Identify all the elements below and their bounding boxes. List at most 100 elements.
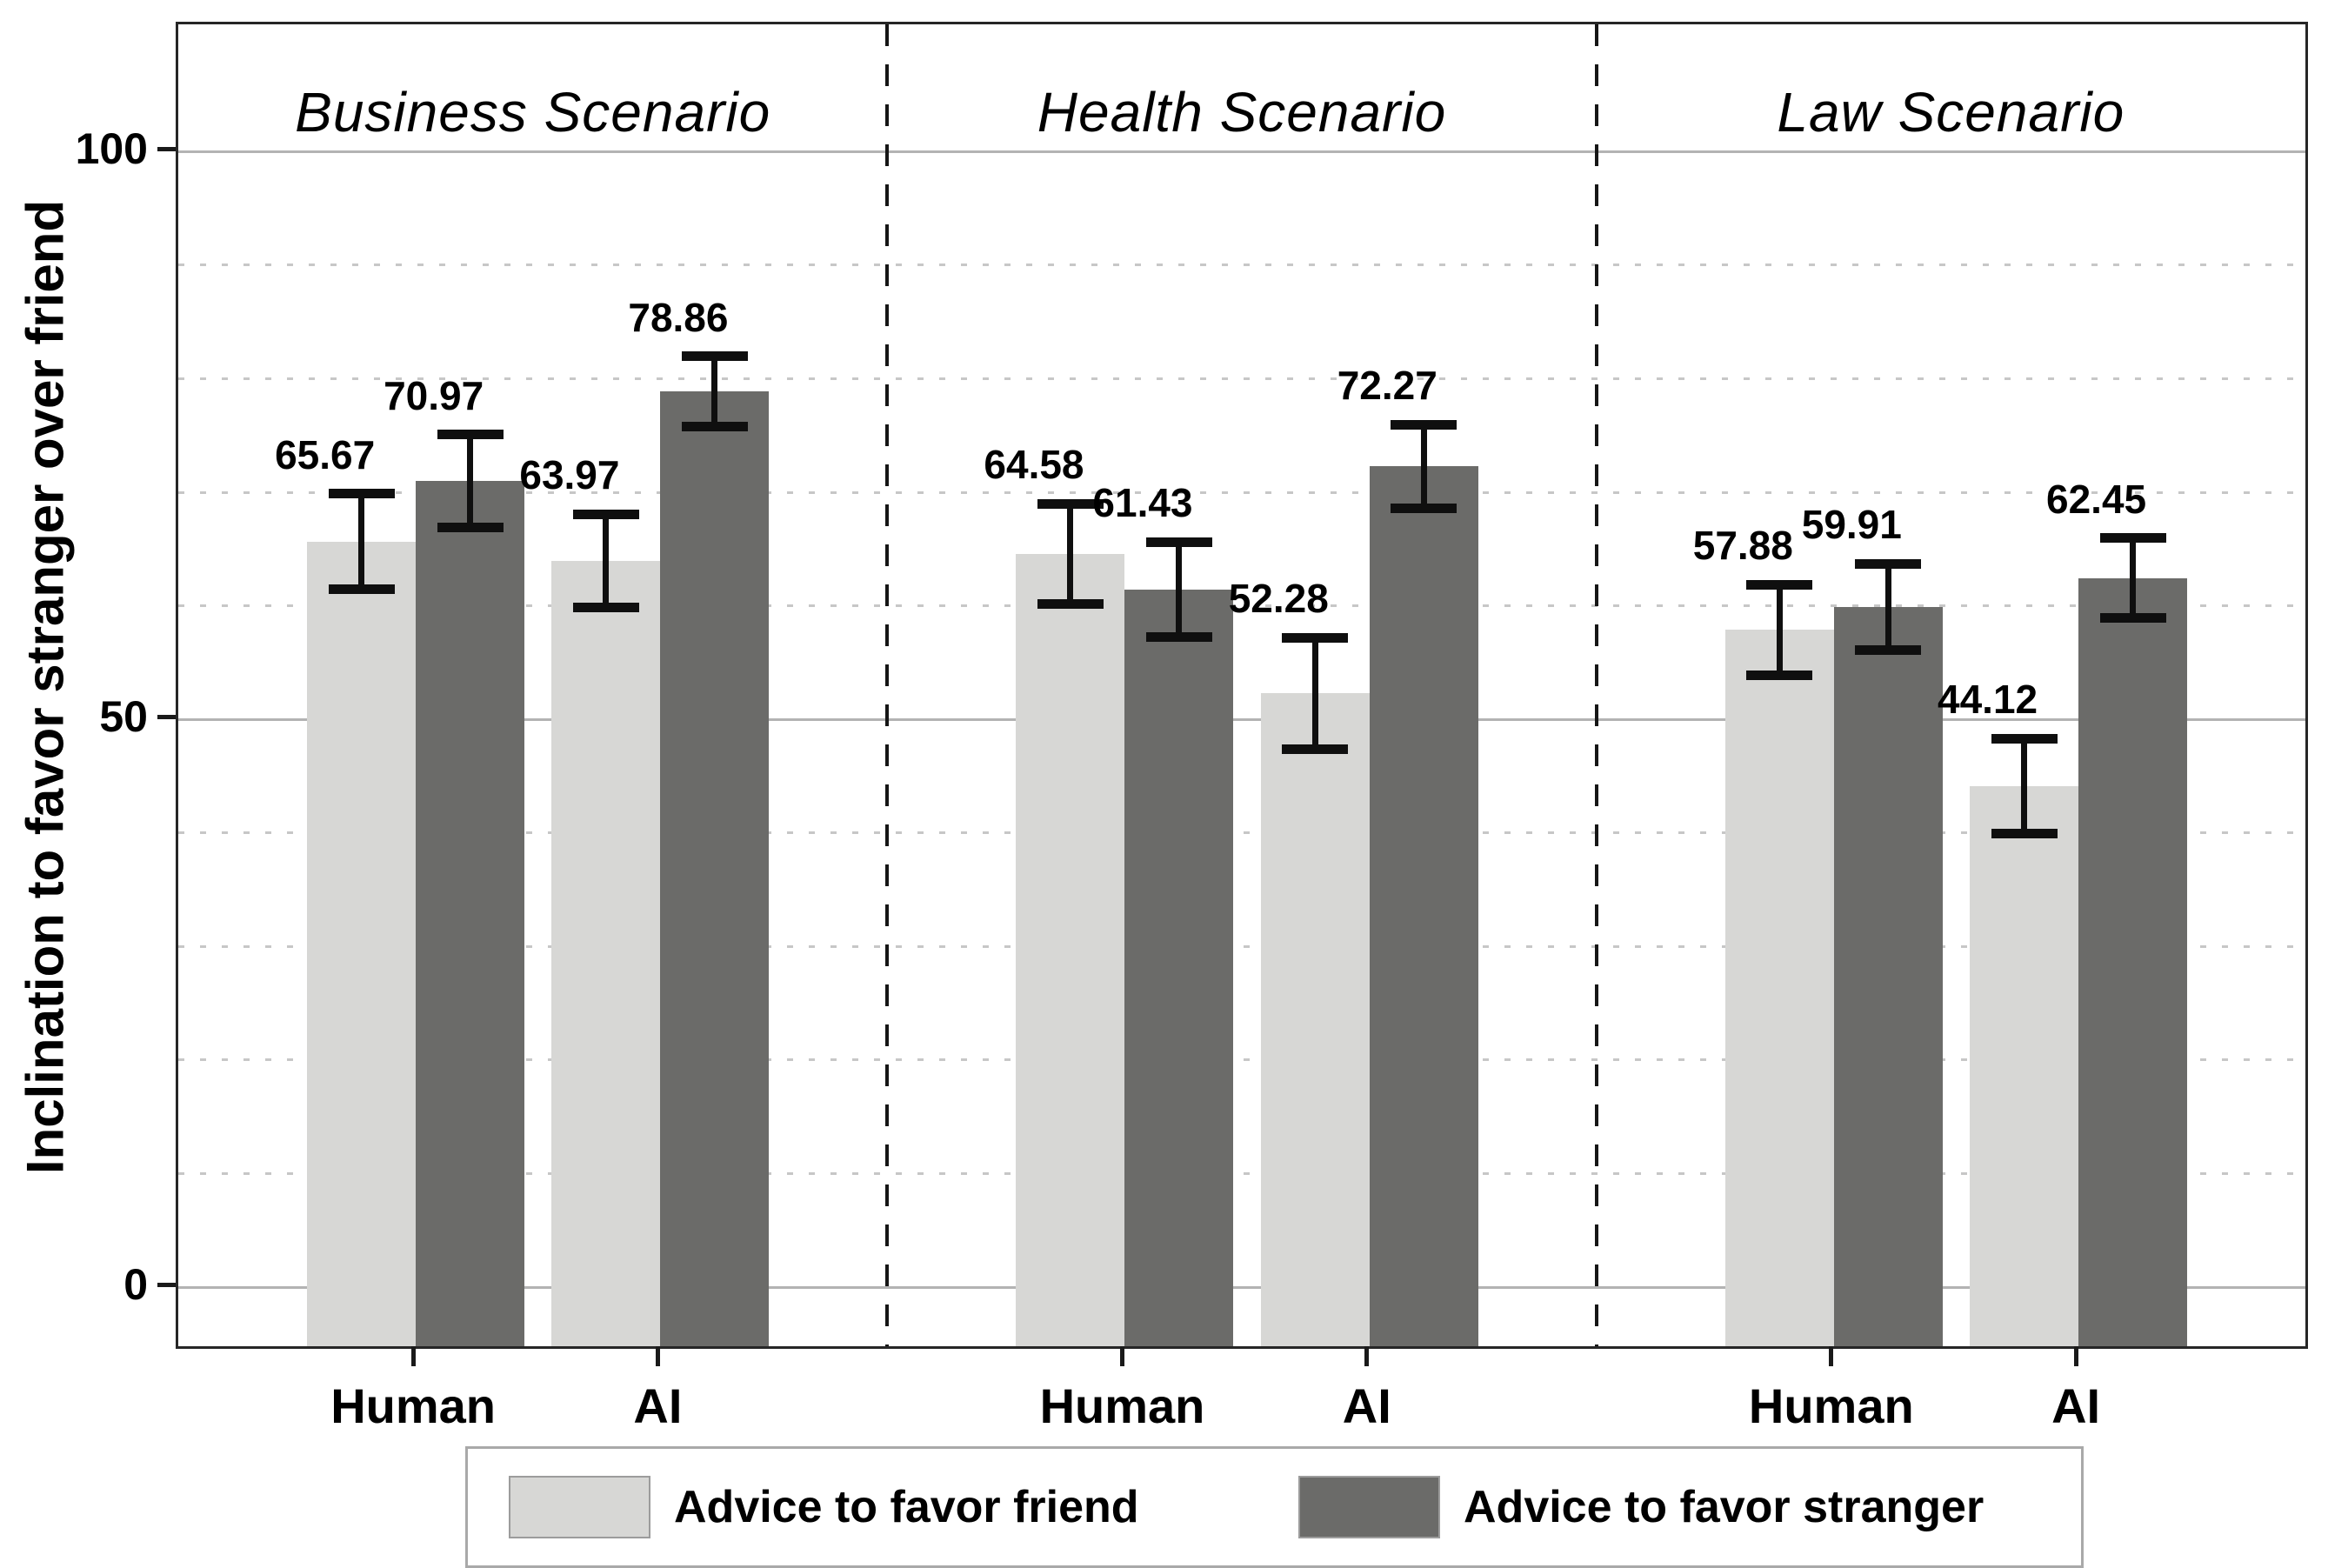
bar-value-label: 62.45 bbox=[2046, 476, 2147, 522]
bar-value-label: 65.67 bbox=[275, 431, 376, 477]
bar bbox=[660, 391, 770, 1346]
error-bar-line bbox=[1884, 564, 1891, 651]
bar bbox=[1124, 589, 1234, 1346]
bar bbox=[416, 481, 525, 1346]
error-bar-cap-top bbox=[1391, 419, 1457, 430]
legend-swatch bbox=[509, 1476, 650, 1538]
bar bbox=[307, 541, 417, 1346]
bar bbox=[1833, 606, 1943, 1346]
error-bar-line bbox=[1311, 637, 1318, 750]
bar-value-label: 59.91 bbox=[1801, 502, 1902, 548]
bar-value-label: 64.58 bbox=[984, 442, 1084, 488]
bar bbox=[1369, 466, 1478, 1346]
plot-area: Business Scenario 65.67 70.97 63.97 78.86 Hea… bbox=[176, 22, 2308, 1349]
gridline-dotted bbox=[178, 1058, 2305, 1062]
error-bar-cap-top bbox=[572, 509, 639, 519]
y-tick bbox=[157, 714, 176, 719]
x-tick bbox=[1119, 1346, 1124, 1366]
error-bar-cap-top bbox=[1746, 579, 1813, 590]
error-bar-cap-bottom bbox=[1391, 504, 1457, 514]
panel-title: Health Scenario bbox=[1037, 81, 1447, 143]
y-tick-label: 0 bbox=[123, 1260, 148, 1310]
gridline-dotted bbox=[178, 264, 2305, 267]
error-bar-line bbox=[603, 514, 610, 608]
y-axis-title: Inclination to favor stranger over frien… bbox=[16, 199, 75, 1175]
x-tick-label: Human bbox=[1748, 1378, 1914, 1433]
error-bar-cap-bottom bbox=[328, 584, 395, 594]
gridline-solid bbox=[178, 1285, 2305, 1289]
error-bar-cap-top bbox=[1991, 733, 2058, 744]
y-tick-label: 50 bbox=[99, 692, 148, 742]
panel-title: Business Scenario bbox=[295, 81, 771, 143]
error-bar-cap-bottom bbox=[1282, 744, 1349, 754]
gridline-dotted bbox=[178, 944, 2305, 948]
error-bar-line bbox=[1776, 584, 1783, 676]
y-tick-label: 100 bbox=[75, 124, 148, 174]
error-bar-line bbox=[1176, 542, 1183, 637]
bar bbox=[1260, 693, 1370, 1346]
error-bar-cap-top bbox=[328, 489, 395, 499]
bar bbox=[2078, 577, 2188, 1346]
error-bar-cap-top bbox=[2099, 533, 2166, 544]
gridline-solid bbox=[178, 717, 2305, 721]
error-bar-cap-bottom bbox=[2099, 612, 2166, 623]
error-bar-line bbox=[358, 493, 365, 590]
gridline-dotted bbox=[178, 604, 2305, 608]
error-bar-cap-top bbox=[1282, 632, 1349, 643]
gridline-dotted bbox=[178, 1172, 2305, 1175]
error-bar-line bbox=[1067, 504, 1074, 604]
bar bbox=[1970, 785, 2079, 1346]
legend-swatch bbox=[1298, 1476, 1440, 1538]
panel-separator bbox=[1594, 24, 1598, 1346]
legend-entry: Advice to favor stranger bbox=[1298, 1449, 2064, 1565]
error-bar-line bbox=[2021, 738, 2028, 834]
bar-value-label: 70.97 bbox=[384, 372, 484, 418]
x-tick-label: AI bbox=[2051, 1378, 2101, 1433]
gridline-dotted bbox=[178, 490, 2305, 494]
error-bar-cap-bottom bbox=[437, 523, 504, 533]
legend: Advice to favor friend Advice to favor st… bbox=[465, 1446, 2084, 1568]
bar bbox=[1724, 630, 1834, 1346]
error-bar-cap-bottom bbox=[1037, 598, 1104, 609]
bar-value-label: 57.88 bbox=[1692, 523, 1793, 569]
bar-value-label: 72.27 bbox=[1337, 363, 1437, 409]
bar-value-label: 52.28 bbox=[1228, 576, 1329, 622]
error-bar-cap-top bbox=[437, 430, 504, 440]
legend-label: Advice to favor stranger bbox=[1464, 1482, 1984, 1532]
gridline-dotted bbox=[178, 831, 2305, 835]
bar-value-label: 63.97 bbox=[519, 452, 620, 498]
error-bar-cap-top bbox=[1037, 498, 1104, 509]
error-bar-cap-top bbox=[1855, 558, 1922, 569]
error-bar-cap-bottom bbox=[572, 602, 639, 612]
error-bar-cap-top bbox=[1145, 537, 1212, 547]
error-bar-line bbox=[467, 434, 474, 528]
x-tick-label: Human bbox=[1039, 1378, 1205, 1433]
x-tick-label: Human bbox=[330, 1378, 497, 1433]
error-bar-line bbox=[711, 356, 718, 427]
gridline-solid bbox=[178, 150, 2305, 153]
y-tick bbox=[157, 146, 176, 151]
x-tick bbox=[655, 1346, 660, 1366]
x-tick bbox=[1364, 1346, 1370, 1366]
bar-value-label: 78.86 bbox=[628, 294, 729, 340]
error-bar-cap-bottom bbox=[681, 422, 748, 432]
error-bar-cap-bottom bbox=[1746, 671, 1813, 680]
y-tick bbox=[157, 1282, 176, 1287]
error-bar-line bbox=[1420, 424, 1427, 509]
panel-title: Law Scenario bbox=[1777, 81, 2125, 143]
error-bar-cap-bottom bbox=[1855, 644, 1922, 655]
x-tick-label: AI bbox=[1342, 1378, 1391, 1433]
panel-separator bbox=[885, 24, 890, 1346]
gridline-dotted bbox=[178, 377, 2305, 380]
bar bbox=[1016, 553, 1125, 1346]
x-tick bbox=[410, 1346, 416, 1366]
x-tick bbox=[2073, 1346, 2078, 1366]
legend-label: Advice to favor friend bbox=[674, 1482, 1139, 1532]
error-bar-cap-bottom bbox=[1991, 829, 2058, 839]
error-bar-cap-bottom bbox=[1145, 632, 1212, 643]
bar-value-label: 61.43 bbox=[1092, 480, 1193, 526]
bar bbox=[551, 560, 661, 1346]
error-bar-cap-top bbox=[681, 351, 748, 362]
x-tick bbox=[1829, 1346, 1834, 1366]
